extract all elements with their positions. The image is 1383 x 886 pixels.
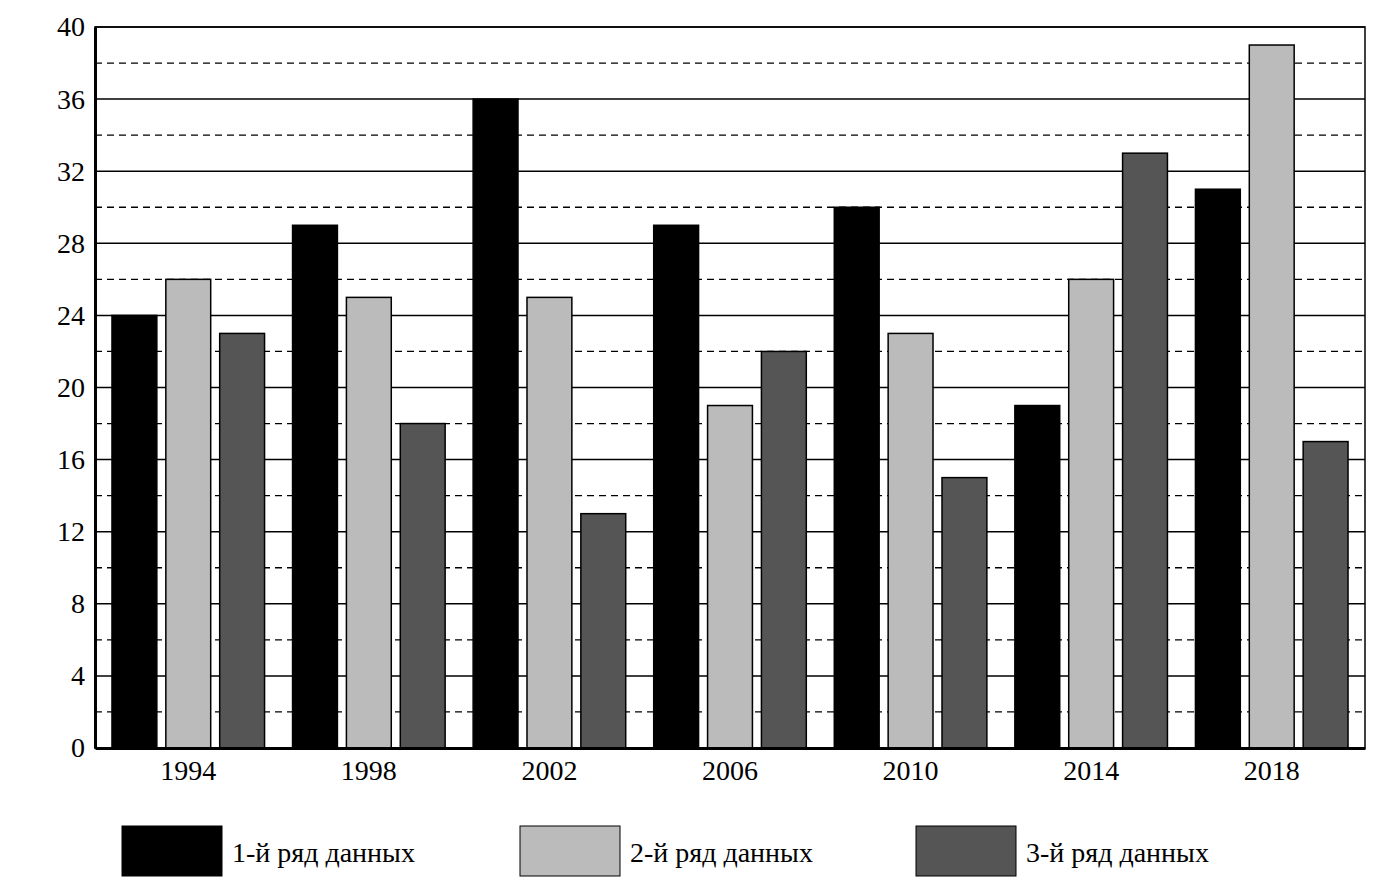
x-tick-label: 2006: [702, 755, 758, 786]
legend-swatch: [122, 826, 222, 876]
x-tick-label: 1994: [160, 755, 216, 786]
bar: [220, 333, 265, 748]
bar: [1015, 406, 1060, 748]
chart: 0 4 8 12 16 20 24 28 32 36 40 1994 1998 2002 2006 2010 2…: [0, 0, 1383, 886]
y-axis: 0 4 8 12 16 20 24 28 32 36 40: [57, 11, 96, 763]
bar: [527, 297, 572, 748]
legend-swatch: [916, 826, 1016, 876]
minor-grid-line: [95, 207, 1365, 208]
minor-grid-line: [95, 279, 1365, 280]
y-tick-label: 20: [57, 372, 85, 403]
y-tick-label: 16: [57, 444, 85, 475]
y-tick: 36: [57, 84, 95, 115]
x-axis: 1994 1998 2002 2006 2010 2014 2018: [96, 748, 1366, 786]
plot-frame: [95, 27, 1365, 748]
y-tick-label: 40: [57, 11, 85, 42]
y-tick-label: 28: [57, 228, 85, 259]
bar: [293, 225, 338, 748]
x-axis-line: [96, 747, 1366, 750]
bar: [942, 478, 987, 748]
y-tick-label: 4: [71, 660, 85, 691]
x-tick-label: 1998: [341, 755, 397, 786]
x-tick: 1998: [341, 748, 397, 786]
y-tick-label: 8: [71, 588, 85, 619]
x-tick: 2010: [883, 748, 939, 786]
bars: [112, 45, 1348, 748]
y-tick-label: 0: [71, 732, 85, 763]
x-tick: 1994: [160, 748, 216, 786]
y-tick: 24: [57, 300, 95, 331]
bar: [581, 514, 626, 748]
bar: [166, 279, 211, 748]
y-tick: 32: [57, 156, 95, 187]
x-tick-label: 2014: [1063, 755, 1119, 786]
y-tick: 28: [57, 228, 95, 259]
x-tick: 2006: [702, 748, 758, 786]
legend-label: 3-й ряд данных: [1026, 837, 1209, 868]
bar: [834, 207, 879, 748]
bar: [400, 424, 445, 748]
x-tick: 2014: [1063, 748, 1119, 786]
bar: [761, 351, 806, 748]
legend-label: 1-й ряд данных: [232, 837, 415, 868]
grid: [95, 27, 1365, 748]
bar: [708, 406, 753, 748]
grid-line: [95, 747, 1365, 749]
bar: [112, 315, 157, 748]
y-tick: 16: [57, 444, 95, 475]
y-tick-label: 12: [57, 516, 85, 547]
minor-grid-line: [95, 134, 1365, 135]
bar: [346, 297, 391, 748]
y-axis-line: [94, 28, 97, 749]
bar: [654, 225, 699, 748]
bar: [1123, 153, 1168, 748]
x-tick: 2018: [1244, 748, 1300, 786]
y-tick-label: 32: [57, 156, 85, 187]
grid-line: [95, 170, 1365, 172]
bar: [888, 333, 933, 748]
bar: [1303, 442, 1348, 748]
y-tick: 40: [57, 11, 95, 42]
y-tick-label: 24: [57, 300, 85, 331]
bar: [1069, 279, 1114, 748]
x-tick: 2002: [521, 748, 577, 786]
legend-item: 3-й ряд данных: [916, 826, 1209, 876]
bar: [1249, 45, 1294, 748]
minor-grid-line: [95, 62, 1365, 63]
bar: [1195, 189, 1240, 748]
x-tick-label: 2002: [521, 755, 577, 786]
x-tick-label: 2010: [883, 755, 939, 786]
y-tick: 12: [57, 516, 95, 547]
legend: 1-й ряд данных 2-й ряд данных 3-й ряд данн…: [122, 826, 1209, 876]
legend-item: 1-й ряд данных: [122, 826, 415, 876]
legend-label: 2-й ряд данных: [630, 837, 813, 868]
y-tick: 8: [71, 588, 95, 619]
x-tick-label: 2018: [1244, 755, 1300, 786]
bar: [473, 99, 518, 748]
y-tick: 20: [57, 372, 95, 403]
y-tick: 0: [71, 732, 95, 763]
grid-line: [95, 315, 1365, 317]
legend-swatch: [520, 826, 620, 876]
y-tick: 4: [71, 660, 95, 691]
legend-item: 2-й ряд данных: [520, 826, 813, 876]
grid-line: [95, 243, 1365, 245]
grid-line: [95, 387, 1365, 389]
y-tick-label: 36: [57, 84, 85, 115]
minor-grid-line: [95, 351, 1365, 352]
grid-line: [95, 98, 1365, 100]
